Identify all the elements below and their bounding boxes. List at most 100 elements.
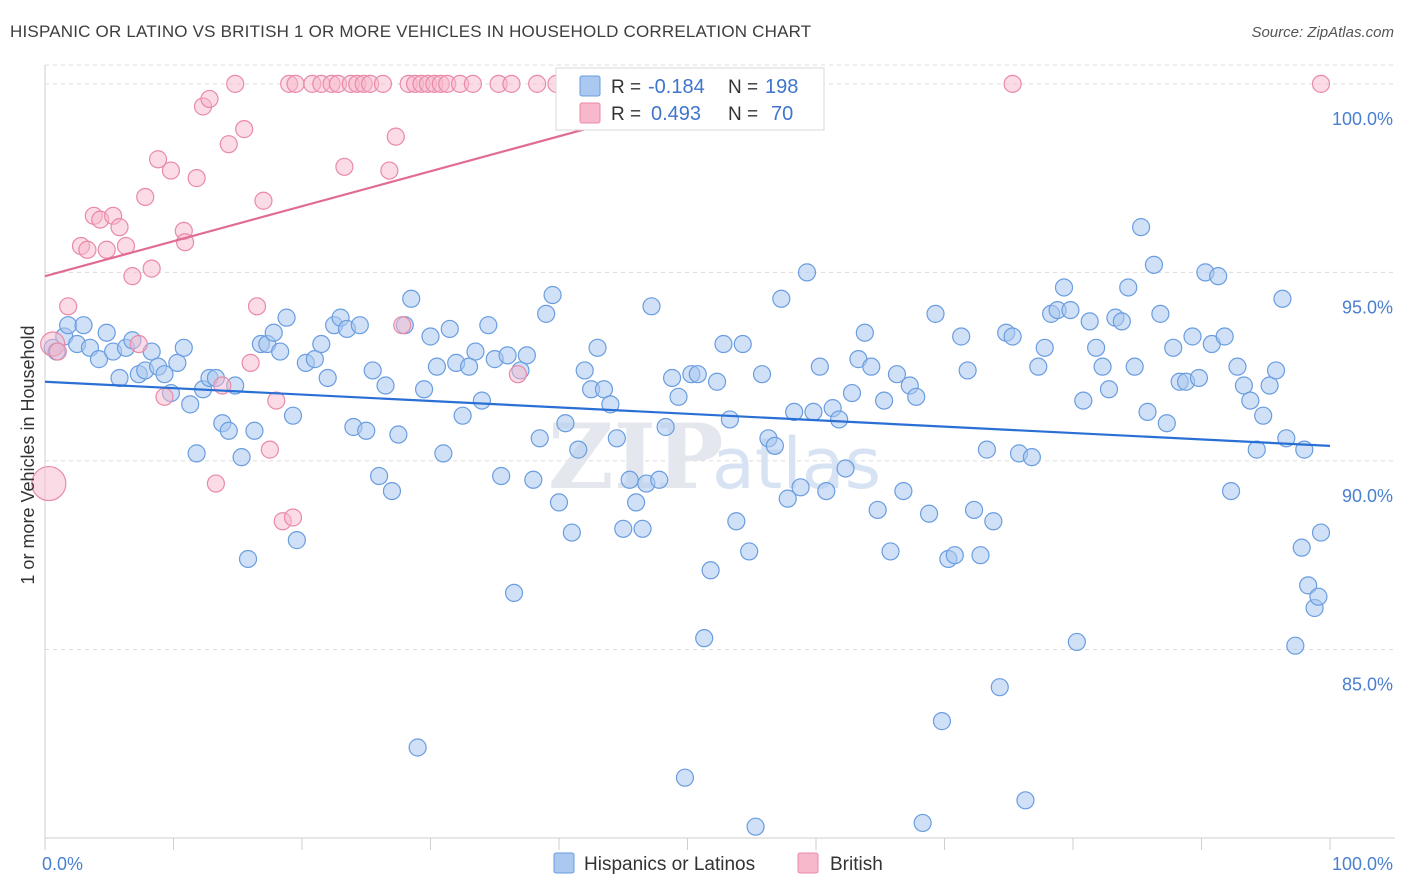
series-british-points — [31, 74, 1331, 531]
british-point — [200, 89, 219, 109]
hispanics-point — [650, 470, 669, 489]
british-point — [187, 169, 206, 188]
source-label: Source: ZipAtlas.com — [1251, 24, 1394, 41]
hispanics-point — [421, 327, 440, 346]
british-point — [161, 161, 181, 180]
hispanics-point — [669, 387, 688, 406]
hispanics-point — [855, 323, 874, 342]
hispanics-point — [181, 395, 200, 414]
british-point — [206, 474, 226, 493]
hispanics-point — [492, 466, 511, 486]
hispanics-point — [1067, 632, 1086, 652]
hispanics-point — [662, 368, 682, 388]
hispanics-point — [569, 440, 588, 459]
hispanics-point — [271, 342, 290, 361]
hispanics-point — [1215, 327, 1234, 346]
legend-r-label: R = — [611, 104, 641, 125]
hispanics-point — [964, 500, 984, 520]
bottom-legend: Hispanics or Latinos British — [553, 852, 883, 875]
legend: R = -0.184 N = 198 R = 0.493 N = 70 — [555, 67, 825, 131]
legend-n-label: N = — [728, 104, 758, 125]
hispanics-point — [887, 365, 907, 384]
hispanics-point — [688, 365, 707, 384]
hispanics-point — [1189, 368, 1209, 388]
hispanics-point — [537, 304, 556, 323]
hispanics-point — [1209, 267, 1228, 286]
legend-n-value-british: 70 — [771, 103, 793, 125]
hispanics-point — [778, 489, 797, 508]
hispanics-point — [350, 316, 369, 335]
hispanics-point — [984, 512, 1003, 531]
hispanics-point — [549, 493, 569, 512]
hispanics-point — [675, 768, 695, 787]
hispanics-point — [1093, 357, 1112, 376]
y-tick-label: 85.0% — [1342, 674, 1393, 694]
legend-n-label: N = — [728, 77, 758, 98]
british-point — [393, 316, 412, 335]
hispanics-point — [1016, 791, 1035, 810]
british-point — [241, 353, 260, 372]
hispanics-point — [287, 531, 306, 550]
hispanics-point — [971, 546, 990, 565]
hispanics-point — [1260, 376, 1279, 395]
hispanics-point — [1087, 338, 1106, 357]
british-point — [508, 365, 527, 384]
hispanics-point — [797, 263, 817, 282]
hispanics-point — [1228, 357, 1247, 376]
hispanics-point — [842, 383, 862, 403]
hispanics-point — [1247, 440, 1266, 459]
hispanics-point — [620, 470, 639, 489]
hispanics-point — [772, 289, 791, 308]
hispanics-point — [804, 402, 823, 422]
hispanics-point — [707, 372, 727, 391]
british-point — [254, 191, 273, 210]
hispanics-point — [1183, 327, 1202, 346]
hispanics-point — [1138, 402, 1157, 422]
hispanics-point — [376, 376, 395, 395]
hispanics-point — [1022, 448, 1041, 467]
hispanics-point — [1221, 481, 1241, 501]
series-hispanics-points — [43, 218, 1331, 836]
hispanics-point — [174, 338, 193, 357]
hispanics-point — [530, 429, 549, 448]
british-point — [260, 440, 279, 459]
british-point — [226, 74, 245, 93]
hispanics-point — [1241, 391, 1260, 410]
hispanics-point — [868, 500, 887, 520]
hispanics-point — [626, 493, 646, 512]
british-point — [48, 342, 67, 361]
hispanics-point — [1119, 278, 1138, 297]
legend-r-value-hispanics: -0.184 — [648, 76, 705, 98]
x-tick-labels: 0.0% 100.0% — [42, 854, 1393, 874]
hispanics-point — [830, 410, 849, 429]
hispanics-point — [1099, 380, 1119, 399]
hispanics-point — [977, 440, 997, 459]
hispanics-point — [958, 361, 977, 380]
hispanics-point — [746, 817, 765, 836]
hispanics-point — [89, 350, 109, 369]
british-point — [528, 74, 547, 93]
hispanics-point — [701, 561, 720, 580]
hispanics-point — [656, 417, 675, 437]
british-point — [97, 240, 116, 259]
hispanics-point — [1292, 538, 1311, 557]
hispanics-point — [1061, 300, 1080, 320]
british-point — [155, 387, 174, 406]
hispanics-point — [59, 316, 78, 335]
hispanics-point — [245, 421, 264, 440]
hispanics-point — [727, 512, 746, 531]
hispanics-point — [1254, 406, 1273, 425]
bottom-legend-label-british: British — [830, 854, 883, 875]
hispanics-point — [414, 380, 434, 399]
y-tick-labels: 100.0% 95.0% 90.0% 85.0% — [1332, 109, 1393, 695]
hispanics-point — [1151, 304, 1170, 323]
hispanics-point — [305, 350, 324, 369]
hispanics-point — [575, 361, 594, 380]
hispanics-point — [1112, 312, 1131, 331]
hispanics-point — [881, 542, 900, 561]
hispanics-point — [791, 478, 810, 497]
axes — [44, 65, 1395, 850]
hispanics-point — [1234, 376, 1254, 395]
hispanics-point — [1157, 414, 1176, 433]
british-point — [123, 267, 142, 286]
